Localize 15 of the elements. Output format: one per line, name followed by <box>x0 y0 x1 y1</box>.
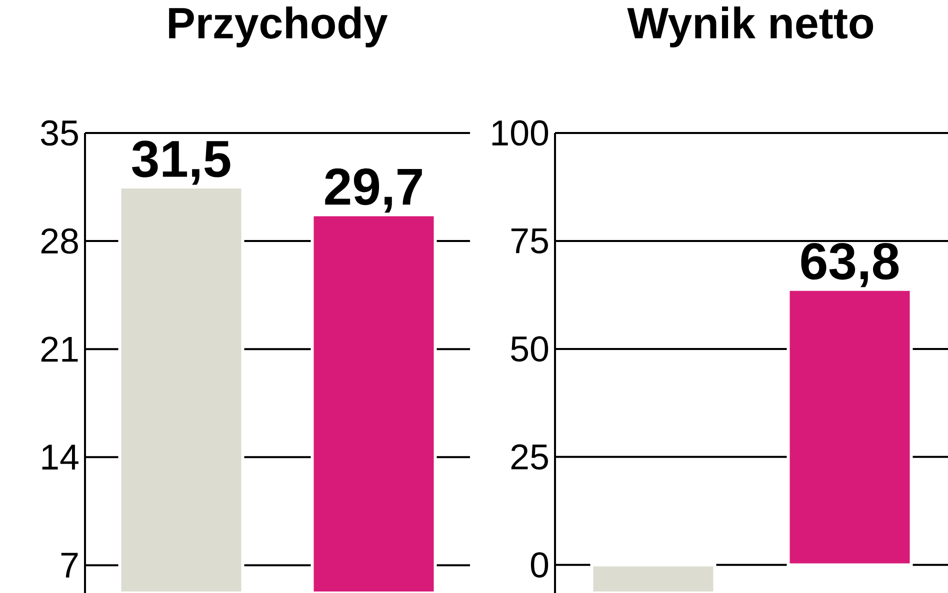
chart-title: Przychody <box>169 6 388 48</box>
y-tick-label: 100 <box>492 120 548 146</box>
y-tick-label: 0 <box>530 552 548 578</box>
data-label: 29,7 <box>325 168 422 213</box>
y-tick-label: 28 <box>41 228 78 254</box>
y-tick-label: 7 <box>61 552 78 578</box>
data-label: 63,8 <box>801 242 899 288</box>
y-tick-label: 25 <box>511 444 548 470</box>
data-label: 31,5 <box>132 140 230 185</box>
y-tick-label: 75 <box>511 228 548 254</box>
y-tick-label: 35 <box>40 120 78 146</box>
y-tick-label: 21 <box>41 336 78 362</box>
y-tick-label: 14 <box>42 444 78 470</box>
y-tick-label: 50 <box>511 336 548 362</box>
chart-title: Wynik netto <box>627 6 874 48</box>
